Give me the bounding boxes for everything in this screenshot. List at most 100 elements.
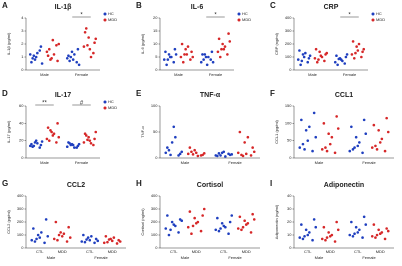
- data-point: [186, 152, 190, 156]
- data-point: [361, 236, 364, 239]
- data-point: [228, 220, 232, 224]
- data-point: [73, 53, 76, 56]
- data-point: [43, 241, 46, 245]
- data-point: [180, 150, 184, 154]
- data-point: [177, 231, 180, 234]
- y-tick-label: 300: [17, 206, 24, 211]
- data-point: [246, 222, 250, 225]
- data-point: [216, 216, 219, 220]
- data-point: [350, 53, 354, 56]
- data-point: [298, 236, 302, 239]
- y-tick-label: 0: [21, 155, 24, 160]
- data-point: [52, 132, 56, 136]
- data-point: [383, 149, 387, 153]
- y-tick-label: 0: [289, 245, 292, 250]
- data-point: [88, 47, 92, 51]
- y-tick-label: 400: [151, 193, 158, 198]
- y-axis-label: CCL1 (pg/ml): [274, 119, 279, 143]
- y-axis-label: CCL2 (pg/ml): [6, 209, 11, 233]
- data-point: [300, 118, 303, 122]
- data-point: [32, 54, 36, 57]
- legend-swatch: [237, 12, 241, 16]
- data-point: [298, 49, 301, 52]
- significance-mark: #: [80, 101, 84, 107]
- data-point: [57, 135, 61, 139]
- y-tick-label: 0: [155, 67, 158, 72]
- x-tick-label: Male: [308, 72, 317, 77]
- panel-title: CRP: [324, 4, 339, 11]
- data-point: [54, 220, 58, 224]
- data-point: [311, 149, 314, 153]
- data-point: [82, 233, 85, 237]
- data-point: [36, 51, 39, 55]
- data-point: [355, 45, 358, 48]
- data-point: [104, 235, 108, 238]
- legend-label: MDD: [242, 17, 251, 22]
- y-tick-label: 150: [285, 103, 292, 108]
- significance-mark: *: [80, 13, 83, 19]
- x-tick-label: Male: [181, 160, 190, 165]
- data-point: [320, 237, 324, 241]
- data-point: [30, 60, 33, 64]
- legend-label: MDD: [108, 105, 117, 110]
- data-point: [375, 233, 379, 237]
- data-point: [179, 55, 183, 59]
- data-point: [312, 218, 316, 221]
- data-point: [164, 50, 167, 54]
- data-point: [375, 148, 379, 151]
- data-point: [302, 55, 306, 59]
- data-point: [385, 227, 388, 230]
- data-point: [380, 231, 384, 234]
- data-point: [110, 239, 114, 243]
- data-point: [217, 152, 221, 155]
- data-point: [62, 232, 66, 235]
- y-tick-label: 1: [21, 54, 24, 59]
- data-point: [251, 146, 254, 149]
- y-tick-label: 50: [287, 138, 292, 143]
- data-point: [28, 53, 32, 56]
- data-point: [73, 146, 76, 149]
- data-point: [377, 128, 380, 132]
- data-point: [174, 53, 178, 56]
- data-point: [303, 148, 306, 151]
- panel-title: Adiponectin: [324, 182, 364, 189]
- x-tick-label: Male: [315, 160, 324, 165]
- data-point: [356, 144, 360, 148]
- data-point: [252, 218, 256, 221]
- x-tick-label: Female: [362, 255, 376, 260]
- data-point: [172, 125, 176, 129]
- data-point: [353, 232, 356, 235]
- data-point: [102, 241, 106, 245]
- data-point: [84, 27, 88, 30]
- data-point: [76, 47, 80, 51]
- y-tick-label: 20: [287, 219, 292, 224]
- data-point: [85, 238, 88, 241]
- data-point: [82, 45, 86, 48]
- data-point: [32, 144, 36, 148]
- data-point: [238, 215, 242, 219]
- data-point: [56, 122, 59, 125]
- data-point: [203, 53, 207, 56]
- data-point: [56, 238, 59, 242]
- data-point: [243, 219, 246, 222]
- data-point: [55, 44, 58, 47]
- y-tick-label: 0: [289, 155, 292, 160]
- data-point: [335, 54, 338, 57]
- panel-title: IL-17: [55, 92, 71, 99]
- data-point: [356, 49, 360, 52]
- data-point: [201, 153, 204, 157]
- panel-letter: B: [136, 1, 142, 10]
- data-point: [227, 232, 230, 235]
- data-point: [217, 37, 221, 41]
- group-label: MDD: [108, 249, 117, 254]
- data-point: [372, 123, 376, 127]
- data-point: [218, 55, 222, 59]
- panel-title: TNF-α: [200, 92, 221, 99]
- data-point: [320, 55, 324, 59]
- data-point: [209, 58, 213, 61]
- data-point: [362, 118, 366, 122]
- data-point: [354, 225, 358, 229]
- data-point: [191, 55, 195, 59]
- data-point: [217, 229, 221, 233]
- data-point: [336, 228, 340, 232]
